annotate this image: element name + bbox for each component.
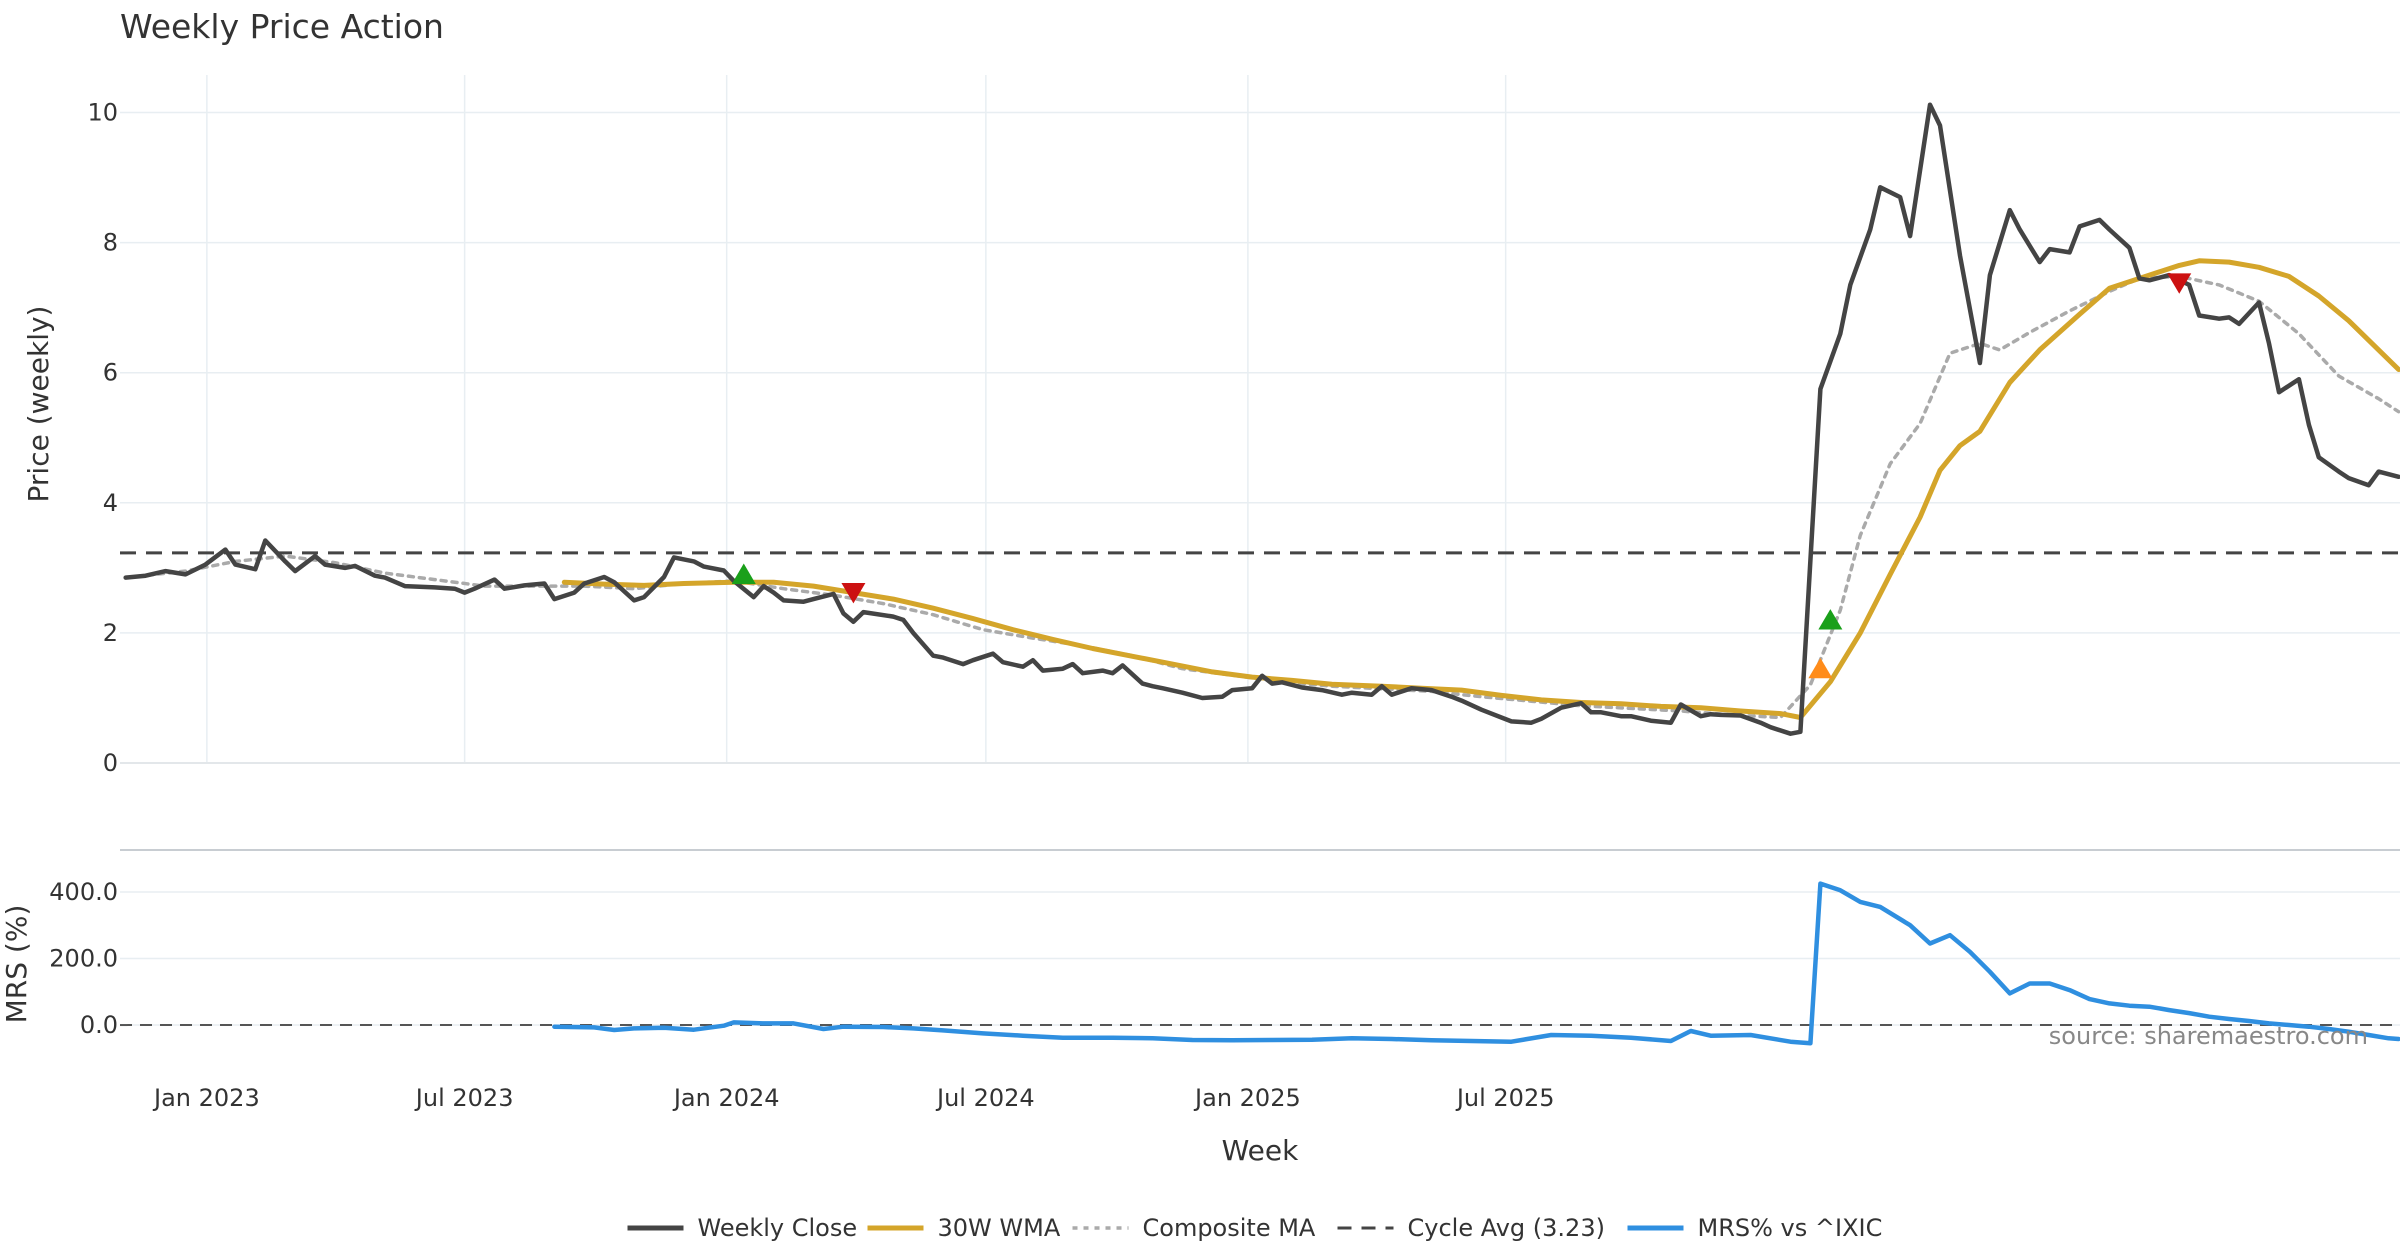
mrs-y-tick-label: 400.0 bbox=[49, 878, 118, 906]
x-tick-label: Jul 2025 bbox=[1455, 1084, 1555, 1112]
price-y-axis-label: Price (weekly) bbox=[22, 306, 55, 503]
price-y-tick-label: 10 bbox=[87, 99, 118, 127]
price-y-ticks: 0 2 4 6 8 10 bbox=[87, 99, 118, 777]
legend-label: Composite MA bbox=[1143, 1214, 1316, 1242]
series-layer bbox=[123, 102, 2400, 1046]
x-tick-label: Jan 2024 bbox=[672, 1084, 780, 1112]
chart-title: Weekly Price Action bbox=[120, 7, 444, 46]
mrs-y-tick-label: 0.0 bbox=[80, 1011, 118, 1039]
price-y-tick-label: 6 bbox=[103, 359, 118, 387]
signal-markers bbox=[731, 273, 2192, 679]
series-wma-line bbox=[561, 258, 2400, 720]
legend-label: MRS% vs ^IXIC bbox=[1698, 1214, 1883, 1242]
mrs-panel-grid bbox=[120, 891, 2400, 1026]
signal-marker-warn bbox=[1808, 657, 1833, 679]
series-mrs-line bbox=[552, 881, 2400, 1046]
price-y-tick-label: 2 bbox=[103, 619, 118, 647]
signal-marker-buy bbox=[1818, 609, 1843, 630]
signal-marker-buy bbox=[731, 563, 756, 584]
legend-label: 30W WMA bbox=[938, 1214, 1061, 1242]
x-tick-label: Jul 2023 bbox=[414, 1084, 514, 1112]
x-axis-label: Week bbox=[1222, 1134, 1299, 1167]
x-tick-label: Jan 2025 bbox=[1193, 1084, 1301, 1112]
x-ticks: Jan 2023 Jul 2023 Jan 2024 Jul 2024 Jan 2025… bbox=[152, 1084, 1554, 1112]
legend-label: Cycle Avg (3.23) bbox=[1408, 1214, 1605, 1242]
mrs-y-ticks: 0.0 200.0 400.0 bbox=[49, 878, 118, 1039]
mrs-y-axis-label: MRS (%) bbox=[0, 905, 33, 1024]
mrs-y-tick-label: 200.0 bbox=[49, 945, 118, 973]
series-composite-line bbox=[123, 274, 2400, 720]
source-watermark: source: sharemaestro.com bbox=[2049, 1022, 2368, 1050]
price-y-tick-label: 8 bbox=[103, 229, 118, 257]
chart-legend: Weekly Close 30W WMA Composite MA Cycle Avg… bbox=[627, 1214, 1883, 1242]
price-panel-grid bbox=[120, 75, 2400, 764]
signal-marker-sell bbox=[2167, 273, 2192, 294]
series-close-line bbox=[123, 102, 2400, 736]
legend-label: Weekly Close bbox=[698, 1214, 858, 1242]
x-tick-label: Jul 2024 bbox=[935, 1084, 1035, 1112]
x-tick-label: Jan 2023 bbox=[152, 1084, 260, 1112]
price-y-tick-label: 0 bbox=[103, 749, 118, 777]
price-y-tick-label: 4 bbox=[103, 489, 118, 517]
signal-marker-sell bbox=[841, 582, 866, 604]
